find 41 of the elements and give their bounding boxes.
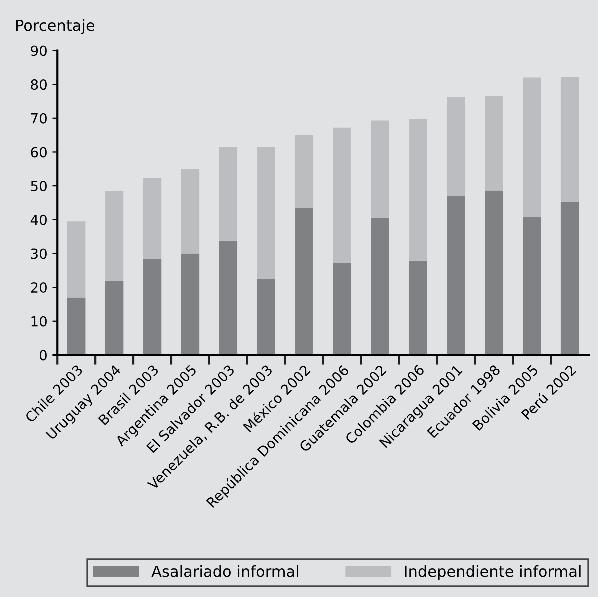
y-tick-label: 20 xyxy=(31,282,47,294)
y-tick-label: 40 xyxy=(30,214,47,226)
bar xyxy=(447,97,466,197)
bar xyxy=(257,279,276,356)
bar xyxy=(219,240,238,356)
legend-label: Asalariado informal xyxy=(152,565,298,578)
bar xyxy=(67,298,86,356)
bar xyxy=(409,119,428,261)
bar xyxy=(219,147,238,241)
bar xyxy=(67,222,86,298)
y-axis-title: Porcentaje xyxy=(16,19,95,34)
bar xyxy=(181,169,200,254)
y-tick-label: 70 xyxy=(31,113,47,124)
bar xyxy=(181,254,200,356)
bar xyxy=(447,196,466,356)
bar xyxy=(485,96,504,191)
y-tick-label: 10 xyxy=(32,316,47,327)
y-tick-label: 60 xyxy=(31,147,47,158)
y-tick-label: 30 xyxy=(31,248,47,260)
y-tick-label: 90 xyxy=(31,46,47,56)
bar xyxy=(371,120,390,219)
bar xyxy=(105,281,124,356)
bar xyxy=(257,147,276,280)
y-tick-label: 50 xyxy=(31,181,47,192)
y-tick-label: 0 xyxy=(40,350,47,361)
bar xyxy=(295,135,314,208)
bar xyxy=(560,77,580,202)
bar xyxy=(522,78,542,218)
y-tick-label: 80 xyxy=(31,80,47,90)
bar xyxy=(143,178,162,260)
legend-label: Independiente informal xyxy=(405,565,581,580)
bar xyxy=(333,263,352,356)
bar xyxy=(409,260,428,356)
bar xyxy=(522,217,542,356)
bar xyxy=(295,208,314,356)
bar xyxy=(143,259,162,356)
bar xyxy=(371,218,390,356)
bar xyxy=(560,202,580,356)
bar xyxy=(105,191,124,282)
bar xyxy=(333,128,352,264)
bar xyxy=(485,190,504,356)
